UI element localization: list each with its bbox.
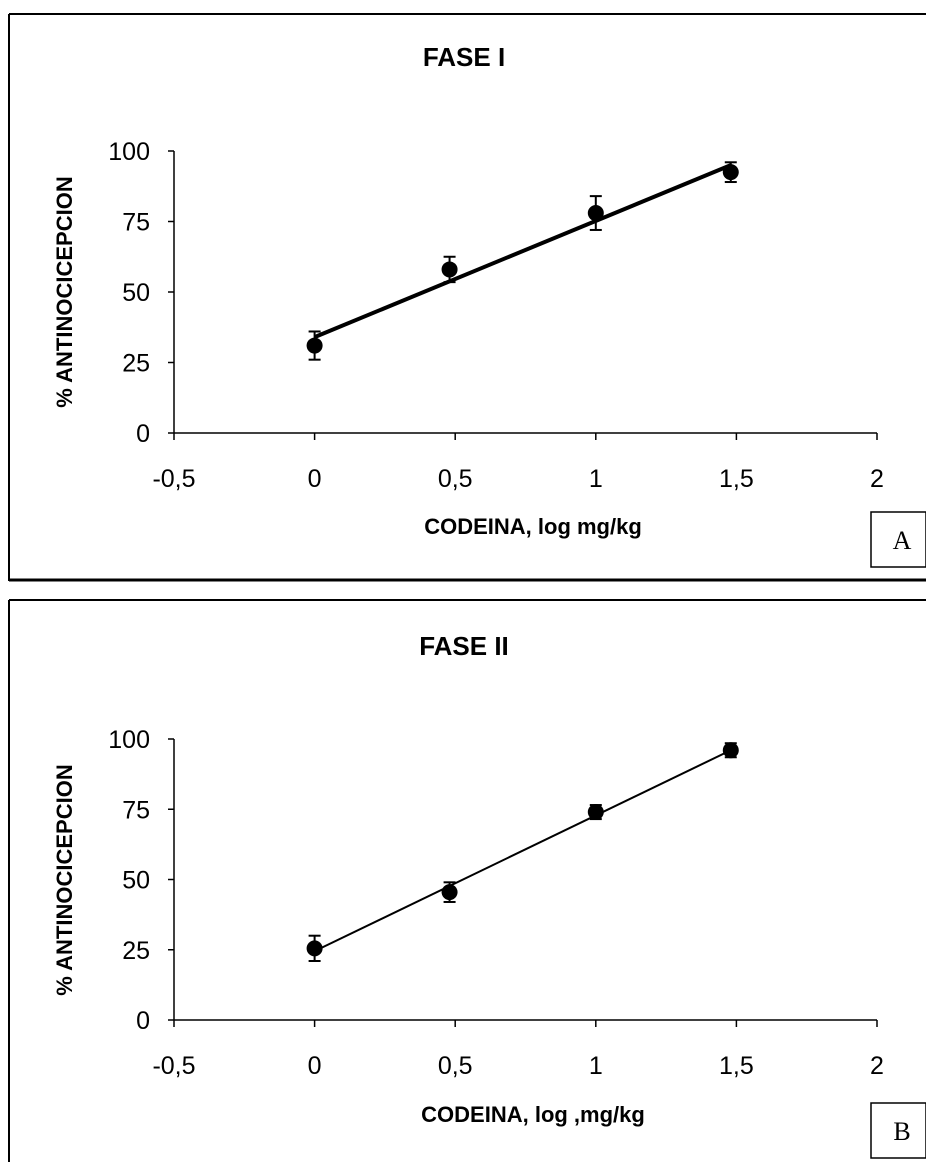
chart-a-ytick-label: 100: [108, 138, 150, 166]
chart-b-data-point: [722, 742, 739, 759]
chart-a-ylabel: % ANTINOCICEPCION: [52, 176, 77, 407]
chart-a-data-point: [306, 337, 323, 354]
chart-b-xtick-label: -0,5: [152, 1052, 195, 1080]
chart-a-xtick-label: 1: [589, 465, 603, 493]
chart-b-ytick-label: 50: [122, 867, 150, 895]
chart-b-title: FASE II: [419, 631, 509, 661]
chart-a-fit-line: [313, 163, 732, 339]
chart-b-ytick-label: 0: [136, 1007, 150, 1035]
chart-b-xtick-label: 2: [870, 1052, 884, 1080]
chart-b-data-point: [587, 804, 604, 821]
chart-a-xtick-label: 0,5: [438, 465, 473, 493]
chart-a-data-point: [587, 205, 604, 222]
chart-a-ytick-label: 0: [136, 420, 150, 448]
chart-a-title: FASE I: [423, 42, 505, 72]
chart-a-ytick-label: 50: [122, 279, 150, 307]
panel-a-label: A: [893, 526, 912, 555]
chart-a-xtick-label: 1,5: [719, 465, 754, 493]
chart-a-xtick-label: 0: [308, 465, 322, 493]
chart-b-ytick-label: 100: [108, 726, 150, 754]
chart-b-xtick-label: 1: [589, 1052, 603, 1080]
chart-b-xtick-label: 0,5: [438, 1052, 473, 1080]
chart-b-fit-line: [314, 749, 732, 953]
chart-b-xlabel: CODEINA, log ,mg/kg: [421, 1102, 645, 1127]
chart-a-ytick-label: 25: [122, 350, 150, 378]
chart-b-xtick-label: 0: [308, 1052, 322, 1080]
chart-b-data-point: [441, 884, 458, 901]
chart-a-xlabel: CODEINA, log mg/kg: [424, 514, 642, 539]
panel-b: B FASE II CODEINA, log ,mg/kg % ANTINOCI…: [8, 599, 926, 1162]
chart-b-ylabel: % ANTINOCICEPCION: [52, 764, 77, 995]
panel-b-label: B: [893, 1117, 910, 1146]
chart-a-xtick-label: 2: [870, 465, 884, 493]
chart-b-data-point: [306, 940, 323, 957]
panel-a-label-box: [870, 511, 926, 568]
chart-a-xtick-label: -0,5: [152, 465, 195, 493]
chart-b-ytick-label: 75: [122, 796, 150, 824]
panel-b-label-box: [870, 1102, 926, 1159]
chart-b-ytick-label: 25: [122, 937, 150, 965]
chart-b-xtick-label: 1,5: [719, 1052, 754, 1080]
panel-a: A FASE I CODEINA, log mg/kg % ANTINOCICE…: [8, 13, 926, 582]
chart-a-data-point: [722, 164, 739, 181]
chart-a-ytick-label: 75: [122, 209, 150, 237]
chart-a-data-point: [441, 261, 458, 278]
